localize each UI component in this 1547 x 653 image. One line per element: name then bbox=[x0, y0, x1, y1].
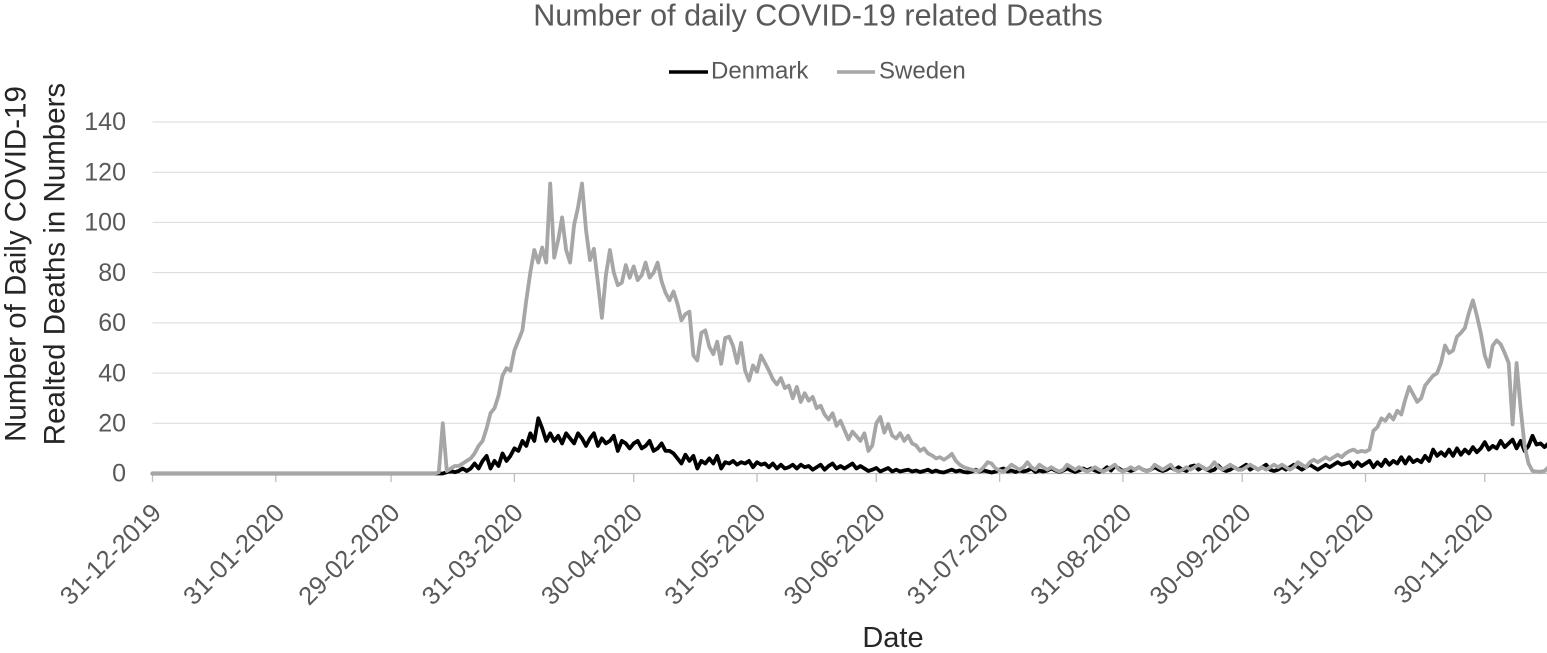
svg-text:80: 80 bbox=[98, 259, 126, 287]
svg-text:0: 0 bbox=[112, 460, 126, 488]
svg-text:40: 40 bbox=[98, 359, 126, 387]
svg-text:20: 20 bbox=[98, 410, 126, 438]
svg-text:Realted Deaths in Numbers: Realted Deaths in Numbers bbox=[39, 83, 72, 445]
svg-text:Number of Daily COVID-19: Number of Daily COVID-19 bbox=[0, 86, 33, 442]
svg-text:100: 100 bbox=[84, 209, 126, 237]
svg-text:60: 60 bbox=[98, 309, 126, 337]
svg-text:Number of daily COVID-19 relat: Number of daily COVID-19 related Deaths bbox=[533, 0, 1103, 33]
svg-text:120: 120 bbox=[84, 158, 126, 186]
svg-text:140: 140 bbox=[84, 108, 126, 136]
svg-text:Sweden: Sweden bbox=[879, 58, 966, 85]
svg-text:Date: Date bbox=[862, 622, 923, 653]
svg-text:Denmark: Denmark bbox=[711, 58, 809, 85]
